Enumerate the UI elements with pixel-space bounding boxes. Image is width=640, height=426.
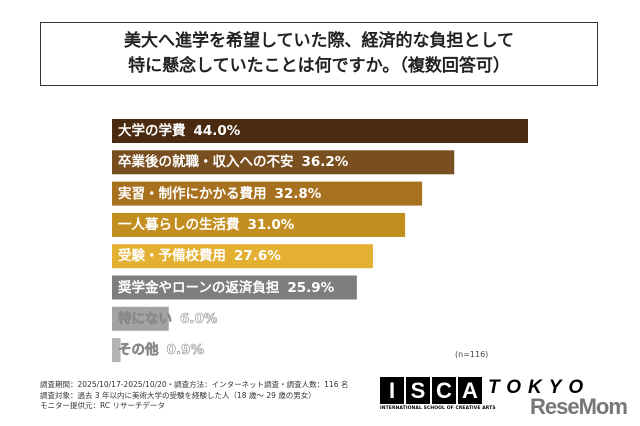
footnote: 調査期間：2025/10/17-2025/10/20・調査方法：インターネット調… (40, 380, 348, 412)
bar-label: 卒業後の就職・収入への不安 36.2% (118, 150, 348, 174)
category-label: 大学の学費 (118, 123, 186, 139)
bar-label: その他 0.9% (118, 338, 205, 362)
category-label: 特にない (118, 310, 173, 327)
logo-letter: C (432, 377, 456, 404)
value-label: 31.0% (247, 216, 295, 233)
bar-label: 受験・予備校費用 27.6% (118, 244, 281, 268)
logo-subtitle: INTERNATIONAL SCHOOL OF CREATIVE ARTS (380, 406, 496, 411)
value-label: 27.6% (234, 248, 281, 265)
bar-3 (112, 212, 406, 237)
category-label: 奨学金やローンの返済負担 (118, 279, 280, 296)
category-label: 卒業後の就職・収入への不安 (118, 154, 294, 171)
bar-label: 実習・制作にかかる費用 32.8% (118, 182, 321, 206)
bar-5 (112, 275, 357, 300)
logo-letter: S (406, 377, 430, 404)
footnote-line-1: 調査期間：2025/10/17-2025/10/20・調査方法：インターネット調… (40, 380, 349, 389)
sample-size-label: (n=116) (455, 350, 489, 359)
bar-0 (112, 119, 528, 143)
logo-tokyo: TOKYO (488, 377, 591, 398)
isca-logo: I S C A (380, 377, 484, 404)
footnote-line-3: モニター提供元：RC リサーチデータ (40, 401, 165, 410)
value-label: 44.0% (193, 123, 241, 139)
bar-6 (112, 306, 169, 331)
logo-letter: A (458, 377, 482, 404)
title-box: 美大へ進学を希望していた際、経済的な負担として 特に懸念していたことは何ですか。… (40, 22, 598, 86)
category-label: 実習・制作にかかる費用 (118, 185, 267, 202)
value-label: 32.8% (274, 185, 322, 202)
bar-label: 奨学金やローンの返済負担 25.9% (118, 276, 334, 300)
bar-4 (112, 244, 373, 269)
value-label: 6.0% (180, 310, 218, 327)
bar-label: 大学の学費 44.0% (118, 119, 240, 143)
logo-letter: I (380, 377, 404, 404)
bar-1 (112, 150, 455, 175)
value-label: 36.2% (301, 154, 349, 171)
bar-2 (112, 181, 423, 206)
bar-7 (112, 338, 121, 363)
bar-label: 特にない 6.0% (118, 307, 218, 331)
title-line-1: 美大へ進学を希望していた際、経済的な負担として (124, 31, 514, 51)
category-label: その他 (118, 342, 159, 359)
category-label: 一人暮らしの生活費 (118, 216, 240, 233)
category-label: 受験・予備校費用 (118, 248, 226, 265)
value-label: 25.9% (287, 279, 335, 296)
title-line-2: 特に懸念していたことは何ですか。（複数回答可） (128, 56, 510, 76)
value-label: 0.9% (166, 342, 204, 359)
resemom-watermark: ReseMom (530, 394, 628, 419)
bar-label: 一人暮らしの生活費 31.0% (118, 213, 294, 237)
footnote-line-2: 調査対象：過去 3 年以内に美術大学の受験を経験した人（18 歳〜 29 歳の男… (40, 390, 316, 400)
